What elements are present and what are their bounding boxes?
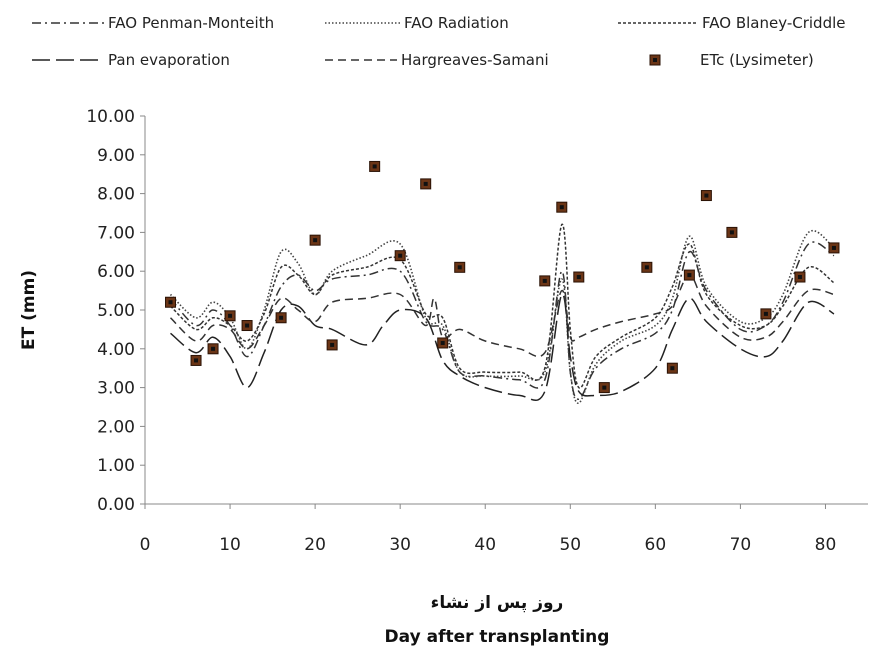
x-tick-label: 20	[304, 535, 326, 555]
lysimeter-point-center	[542, 278, 547, 283]
legend-label: Hargreaves-Samani	[401, 51, 549, 69]
scatter-points	[165, 160, 840, 394]
y-tick-label: 9.00	[97, 146, 135, 166]
series-line-fao-radiation	[169, 229, 835, 404]
series-line-pan-evaporation	[170, 293, 835, 402]
lysimeter-point-center	[313, 238, 318, 243]
lysimeter-point-center	[245, 323, 250, 328]
lysimeter-point-center	[763, 311, 768, 316]
y-tick-label: 8.00	[97, 185, 135, 205]
lysimeter-point-center	[831, 245, 836, 250]
lysimeter-point-center	[279, 315, 284, 320]
lysimeter-point-center	[330, 342, 335, 347]
series-line-hargreaves-samani	[169, 274, 835, 358]
y-tick-label: 7.00	[97, 223, 135, 243]
x-tick-label: 80	[815, 535, 837, 555]
lysimeter-point-center	[729, 230, 734, 235]
y-tick-label: 5.00	[97, 301, 135, 321]
x-axis-title-persian: روز پس از نشاء	[431, 593, 564, 613]
lysimeter-point-center	[644, 265, 649, 270]
legend-label: ETc (Lysimeter)	[700, 51, 814, 69]
lysimeter-point-center	[670, 366, 675, 371]
lysimeter-point-center	[168, 300, 173, 305]
legend-label: FAO Penman-Monteith	[108, 14, 274, 32]
x-tick-label: 0	[140, 535, 151, 555]
x-tick-label: 50	[559, 535, 581, 555]
x-tick-label: 70	[730, 535, 752, 555]
lysimeter-point-center	[228, 313, 233, 318]
lysimeter-point-center	[372, 164, 377, 169]
legend-label: FAO Radiation	[404, 14, 509, 32]
lysimeter-point-center	[559, 205, 564, 210]
lysimeter-point-center	[398, 253, 403, 258]
y-ticks: 0.00 1.00 2.00 3.00 4.00 5.00 6.00 7.00 8.00 9.00…	[86, 107, 145, 515]
y-tick-label: 0.00	[97, 495, 135, 515]
x-tick-label: 10	[219, 535, 241, 555]
lysimeter-point-center	[687, 273, 692, 278]
lysimeter-point-center	[211, 346, 216, 351]
legend-label: Pan evaporation	[108, 51, 230, 69]
y-tick-label: 4.00	[97, 340, 135, 360]
x-tick-label: 60	[645, 535, 667, 555]
x-tick-label: 40	[474, 535, 496, 555]
lysimeter-point-center	[704, 193, 709, 198]
legend-swatch-lysimeter-center	[653, 58, 657, 62]
lysimeter-point-center	[194, 358, 199, 363]
lysimeter-point-center	[440, 340, 445, 345]
series-lines	[169, 223, 835, 404]
lysimeter-point-center	[576, 275, 581, 280]
y-tick-label: 6.00	[97, 262, 135, 282]
lysimeter-point-center	[457, 265, 462, 270]
y-tick-label: 2.00	[97, 417, 135, 437]
x-ticks: 0 10 20 30 40 50 60 70 80	[140, 504, 837, 555]
x-axis-title: Day after transplanting	[385, 627, 610, 647]
series-line-fao-penman-monteith	[169, 241, 835, 400]
y-axis-title: ET (mm)	[19, 270, 39, 350]
lysimeter-point-center	[423, 181, 428, 186]
plot-area: 0.00 1.00 2.00 3.00 4.00 5.00 6.00 7.00 8.00 9.00…	[86, 107, 868, 555]
y-tick-label: 1.00	[97, 456, 135, 476]
y-tick-label: 10.00	[86, 107, 135, 127]
y-tick-label: 3.00	[97, 379, 135, 399]
x-tick-label: 30	[389, 535, 411, 555]
series-line-fao-blaney-criddle	[169, 223, 835, 389]
lysimeter-point-center	[602, 385, 607, 390]
lysimeter-point-center	[797, 275, 802, 280]
legend-label: FAO Blaney-Criddle	[702, 14, 845, 32]
legend: FAO Penman-Monteith FAO Radiation FAO Blan…	[32, 14, 845, 69]
